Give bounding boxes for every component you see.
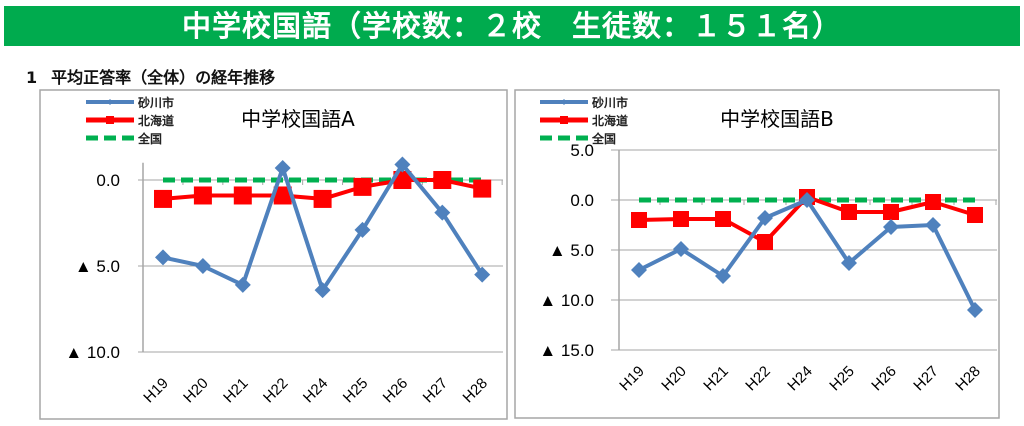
y-tick-label: ▲ 5.0 xyxy=(75,257,120,276)
legend-label: 北海道 xyxy=(592,113,628,128)
sunagawa-point xyxy=(234,276,251,293)
y-tick-label: 0.0 xyxy=(96,171,120,190)
hokkaido-point xyxy=(757,234,773,250)
legend-label: 砂川市 xyxy=(137,95,174,110)
sunagawa-point xyxy=(474,266,491,283)
legend-label: 全国 xyxy=(137,131,162,146)
section-heading: 1 平均正答率（全体）の経年推移 xyxy=(26,64,275,88)
sunagawa-point xyxy=(314,282,331,299)
sunagawa-point xyxy=(841,255,857,271)
hokkaido-point xyxy=(154,189,172,208)
legend-label: 砂川市 xyxy=(591,95,628,110)
section-title: 平均正答率（全体）の経年推移 xyxy=(51,68,276,87)
hokkaido-point xyxy=(631,212,647,228)
y-tick-label: ▲ 15.0 xyxy=(539,341,594,360)
page-title-banner: 中学校国語（学校数：２校 生徒数：１５１名） xyxy=(4,6,1020,46)
legend-label: 全国 xyxy=(591,131,616,146)
sunagawa-point xyxy=(799,192,815,208)
hokkaido-point xyxy=(967,207,983,223)
sunagawa-point xyxy=(925,217,941,233)
hokkaido-point xyxy=(925,194,941,210)
y-tick-label: 0.0 xyxy=(570,191,594,210)
sunagawa-point xyxy=(757,210,773,226)
hokkaido-point xyxy=(715,211,731,227)
hokkaido-point xyxy=(473,179,492,198)
legend-label: 北海道 xyxy=(138,113,174,128)
hokkaido-point xyxy=(673,211,689,227)
y-tick-label: ▲ 10.0 xyxy=(65,343,120,362)
legend-marker xyxy=(107,99,113,105)
hokkaido-point xyxy=(841,204,857,220)
sunagawa-point xyxy=(434,204,451,221)
chart-title: 中学校国語B xyxy=(720,107,834,131)
hokkaido-point xyxy=(433,171,452,189)
sunagawa-point xyxy=(715,268,731,284)
section-number: 1 xyxy=(26,68,38,87)
sunagawa-point xyxy=(354,221,371,238)
chart-frame xyxy=(514,89,1000,419)
sunagawa-point xyxy=(631,262,647,278)
hokkaido-point xyxy=(353,177,372,196)
hokkaido-point xyxy=(193,186,212,205)
y-tick-label: ▲ 10.0 xyxy=(539,291,594,310)
hokkaido-point xyxy=(233,186,252,205)
y-tick-label: 5.0 xyxy=(570,141,594,160)
sunagawa-point xyxy=(394,156,411,173)
sunagawa-point xyxy=(967,302,983,318)
legend-marker xyxy=(106,116,114,124)
sunagawa-point xyxy=(673,241,689,257)
hokkaido-point xyxy=(883,204,899,220)
sunagawa-point xyxy=(194,258,211,274)
sunagawa-point xyxy=(883,219,899,235)
chart-title: 中学校国語A xyxy=(241,107,355,131)
chart-frame xyxy=(39,89,508,420)
sunagawa-point xyxy=(155,249,171,266)
y-tick-label: ▲ 5.0 xyxy=(549,241,594,260)
sunagawa-point xyxy=(274,159,291,176)
hokkaido-point xyxy=(273,186,292,205)
hokkaido-point xyxy=(313,189,332,208)
legend-marker xyxy=(561,99,567,105)
legend-marker xyxy=(560,116,568,124)
